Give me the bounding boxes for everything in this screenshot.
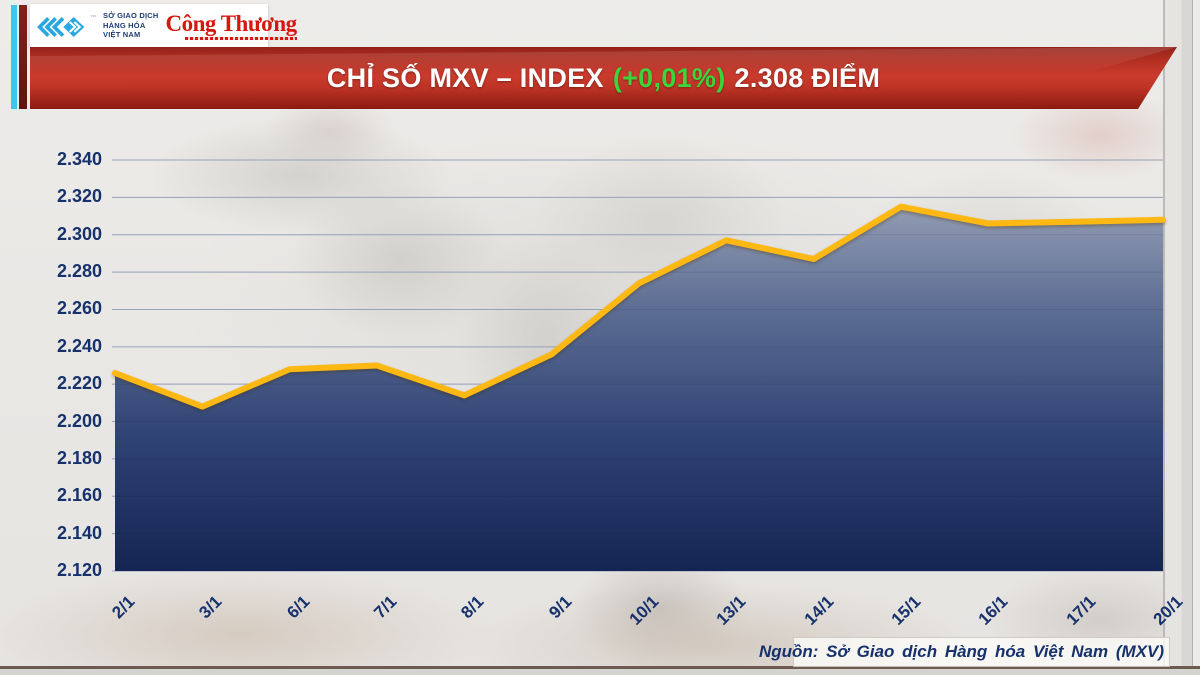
trademark-symbol: ™ bbox=[90, 14, 96, 21]
accent-stripe-maroon bbox=[19, 5, 27, 109]
mxv-logo-line3: VIỆT NAM bbox=[103, 30, 141, 40]
accent-stripe-cyan bbox=[11, 5, 17, 109]
congthuong-logo: Công Thương bbox=[165, 10, 297, 40]
banner-points-value: 2.308 ĐIỂM bbox=[734, 62, 881, 93]
congthuong-logo-text: Công Thương bbox=[165, 10, 297, 36]
mxv-logo-text: SỞ GIAO DỊCH HÀNG HÓA VIỆT NAM bbox=[103, 11, 158, 40]
y-tick-label: 2.260 bbox=[56, 298, 102, 319]
y-tick-label: 2.240 bbox=[56, 335, 102, 356]
y-tick-label: 2.280 bbox=[56, 261, 102, 282]
banner-title: CHỈ SỐ MXV – INDEX bbox=[326, 62, 604, 93]
bottom-border bbox=[0, 666, 1200, 675]
y-tick-label: 2.320 bbox=[56, 186, 102, 207]
mxv-logo-icon bbox=[37, 16, 85, 37]
mxv-logo-line2: HÀNG HÓA bbox=[103, 20, 146, 30]
y-tick-label: 2.140 bbox=[56, 522, 102, 543]
page-right-edge bbox=[1163, 0, 1200, 667]
y-tick-label: 2.200 bbox=[56, 410, 102, 431]
congthuong-tagline-bar bbox=[184, 36, 297, 40]
source-caption: Nguồn: Sở Giao dịch Hàng hóa Việt Nam (M… bbox=[758, 642, 1164, 661]
y-tick-label: 2.300 bbox=[56, 223, 102, 244]
y-tick-label: 2.340 bbox=[56, 149, 102, 169]
title-banner: CHỈ SỐ MXV – INDEX (+0,01%) 2.308 ĐIỂM bbox=[30, 47, 1177, 109]
y-tick-label: 2.220 bbox=[56, 373, 102, 394]
y-tick-label: 2.120 bbox=[56, 560, 102, 580]
source-caption-band: Nguồn: Sở Giao dịch Hàng hóa Việt Nam (M… bbox=[759, 637, 1170, 667]
y-tick-label: 2.180 bbox=[56, 447, 102, 468]
banner-change-badge: (+0,01%) bbox=[612, 62, 726, 93]
mxv-logo-line1: SỞ GIAO DỊCH bbox=[103, 10, 159, 20]
y-tick-label: 2.160 bbox=[56, 485, 102, 506]
header-logos: ™ SỞ GIAO DỊCH HÀNG HÓA VIỆT NAM Công Th… bbox=[30, 4, 297, 47]
